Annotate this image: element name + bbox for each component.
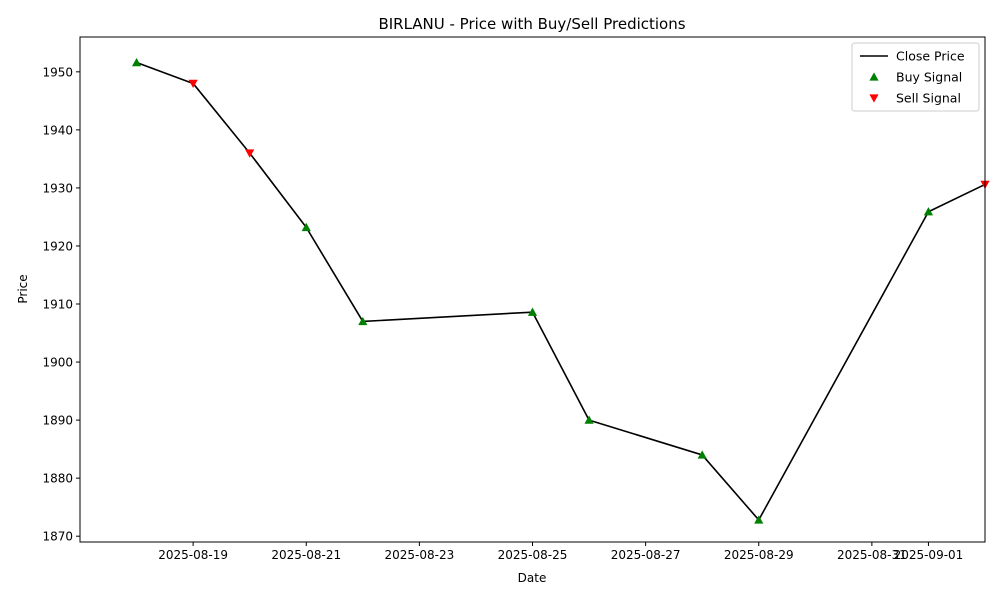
legend-entry-label: Sell Signal [896, 91, 961, 106]
x-tick-label: 2025-08-29 [724, 548, 794, 562]
sell-signal-marker [245, 149, 255, 158]
legend-entry-label: Buy Signal [896, 70, 962, 85]
y-tick-label: 1870 [42, 530, 73, 544]
x-tick-label: 2025-08-21 [271, 548, 341, 562]
x-tick-label: 2025-08-23 [385, 548, 455, 562]
close-price-line [136, 61, 986, 521]
x-tick-label: 2025-08-31 [837, 548, 907, 562]
y-tick-label: 1930 [42, 181, 73, 195]
x-tick-label: 2025-08-19 [158, 548, 228, 562]
legend: Close Price Buy Signal Sell Signal [851, 42, 980, 112]
buy-signal-marker [923, 207, 934, 216]
y-tick-label: 1940 [42, 123, 73, 137]
y-tick-label: 1890 [42, 414, 73, 428]
buy-signal-marker [131, 57, 142, 67]
y-axis: 1870 1880 1890 1900 1910 1920 1930 1940 1950 [42, 65, 80, 544]
x-axis-label: Date [518, 571, 547, 585]
sell-signal-marker [188, 79, 198, 89]
buy-signal-marker [697, 450, 707, 459]
legend-box [851, 42, 980, 112]
y-axis-label: Price [16, 274, 30, 303]
y-tick-label: 1910 [42, 298, 73, 312]
y-tick-label: 1920 [42, 239, 73, 253]
y-tick-label: 1950 [42, 65, 73, 79]
buy-signal-marker [358, 316, 368, 326]
x-axis: 2025-08-19 2025-08-21 2025-08-23 2025-08-25… [158, 542, 963, 562]
x-tick-label: 2025-08-25 [498, 548, 568, 562]
legend-swatch-marker [869, 94, 879, 103]
plot-frame [79, 36, 986, 543]
buy-signal-marker [527, 307, 538, 316]
plot-area [131, 57, 990, 524]
x-tick-label: 2025-09-01 [894, 548, 964, 562]
y-tick-label: 1900 [42, 356, 73, 370]
buy-signal-marker [584, 415, 594, 424]
buy-signal-marker [301, 222, 311, 232]
chart-title: BIRLANU - Price with Buy/Sell Prediction… [378, 15, 685, 33]
buy-signal-marker [754, 515, 764, 524]
x-tick-label: 2025-08-27 [611, 548, 681, 562]
y-tick-label: 1880 [42, 472, 73, 486]
legend-entry-label: Close Price [896, 49, 965, 64]
legend-swatch-marker [869, 72, 879, 81]
